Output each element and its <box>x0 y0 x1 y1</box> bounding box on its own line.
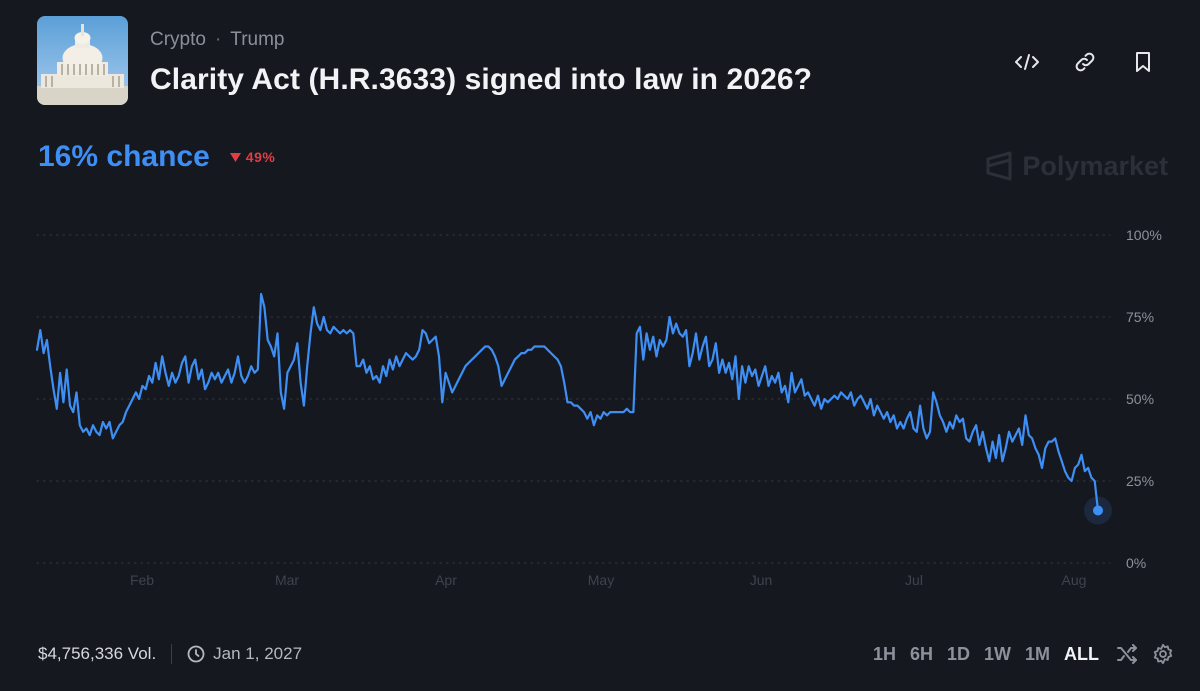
clock-icon <box>187 645 205 663</box>
x-tick-label: Aug <box>1062 572 1087 588</box>
range-1m[interactable]: 1M <box>1024 643 1050 664</box>
x-axis-ticks: Feb Mar Apr May Jun Jul Aug <box>130 572 1087 588</box>
category-trump[interactable]: Trump <box>230 29 285 50</box>
brand-name: Polymarket <box>1022 150 1168 181</box>
down-triangle-icon <box>229 152 241 162</box>
x-tick-label: Feb <box>130 572 154 588</box>
y-tick-label: 25% <box>1126 473 1154 489</box>
bookmark-button[interactable] <box>1129 48 1156 75</box>
marker-dot <box>1093 505 1103 516</box>
time-range-selector: 1H 6H 1D 1W 1M ALL <box>866 640 1178 668</box>
market-footer: $4,756,336 Vol. Jan 1, 2027 <box>38 644 302 664</box>
x-tick-label: Jul <box>905 572 923 588</box>
bookmark-icon <box>1135 51 1150 72</box>
polymarket-logo-icon <box>986 151 1012 181</box>
y-tick-label: 0% <box>1126 555 1146 571</box>
chance-value: 16% chance <box>38 140 210 173</box>
market-actions <box>1013 48 1156 75</box>
change-value: 49% <box>245 149 276 165</box>
x-tick-label: Jun <box>750 572 773 588</box>
embed-icon <box>1014 53 1039 70</box>
market-title: Clarity Act (H.R.3633) signed into law i… <box>150 63 813 96</box>
chart-series <box>35 292 1100 512</box>
end-date: Jan 1, 2027 <box>187 644 302 664</box>
breadcrumb: Crypto · Trump <box>150 29 285 51</box>
range-6h[interactable]: 6H <box>909 643 933 664</box>
gear-icon <box>1153 643 1173 665</box>
footer-divider <box>171 644 173 664</box>
range-1d[interactable]: 1D <box>946 643 970 664</box>
chart-grid <box>36 234 1111 564</box>
y-tick-label: 50% <box>1126 391 1154 407</box>
market-thumbnail <box>37 16 128 105</box>
range-1h[interactable]: 1H <box>872 643 896 664</box>
shuffle-icon <box>1117 644 1137 664</box>
breadcrumb-separator: · <box>214 29 222 50</box>
x-tick-label: Mar <box>275 572 299 588</box>
range-all[interactable]: ALL <box>1064 643 1099 664</box>
shuffle-button[interactable] <box>1112 640 1142 668</box>
end-date-text: Jan 1, 2027 <box>213 644 303 663</box>
x-tick-label: Apr <box>435 572 457 588</box>
category-crypto[interactable]: Crypto <box>150 29 206 50</box>
volume-text: $4,756,336 Vol. <box>38 644 157 663</box>
range-1w[interactable]: 1W <box>983 643 1011 664</box>
copy-link-button[interactable] <box>1071 48 1098 75</box>
x-tick-label: May <box>588 572 614 588</box>
current-value-marker <box>1084 496 1112 525</box>
y-tick-label: 100% <box>1126 227 1162 243</box>
y-tick-label: 75% <box>1126 309 1154 325</box>
polymarket-watermark: Polymarket <box>984 150 1168 182</box>
chance-row: 16% chance 49% <box>38 140 275 174</box>
embed-button[interactable] <box>1013 48 1040 75</box>
y-axis-ticks: 100% 75% 50% 25% 0% <box>1126 227 1162 571</box>
change-badge: 49% <box>229 149 276 165</box>
series-line <box>35 292 1100 512</box>
link-icon <box>1075 52 1094 71</box>
chart-settings-button[interactable] <box>1148 640 1178 668</box>
